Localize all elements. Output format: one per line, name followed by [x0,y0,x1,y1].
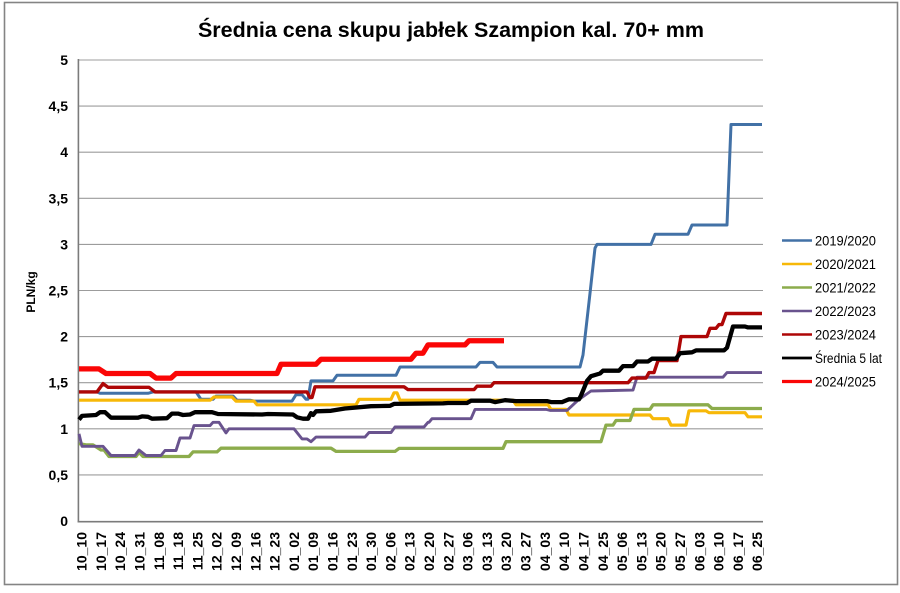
svg-text:02_13: 02_13 [402,532,418,571]
svg-text:11_08: 11_08 [151,532,167,570]
svg-text:0: 0 [60,513,68,529]
svg-text:11_25: 11_25 [189,532,205,570]
svg-text:03_06: 03_06 [460,532,476,571]
svg-text:Średnia 5 lat: Średnia 5 lat [815,351,882,366]
svg-text:3,5: 3,5 [49,190,69,206]
svg-text:12_16: 12_16 [247,532,263,571]
svg-text:03_20: 03_20 [498,532,514,571]
svg-text:5: 5 [60,52,68,68]
svg-text:01_09: 01_09 [305,532,321,571]
svg-text:05_06: 05_06 [614,532,630,571]
svg-text:3: 3 [60,236,68,252]
svg-text:10_31: 10_31 [132,532,148,571]
svg-text:06_10: 06_10 [711,532,727,571]
svg-text:Średnia cena skupu jabłek Szam: Średnia cena skupu jabłek Szampion kal. … [198,17,704,42]
svg-text:2,5: 2,5 [49,283,69,299]
svg-text:2022/2023: 2022/2023 [815,304,876,319]
svg-text:2019/2020: 2019/2020 [815,234,876,249]
svg-text:PLN/kg: PLN/kg [24,271,38,312]
svg-text:04_10: 04_10 [556,532,572,571]
svg-text:12_23: 12_23 [267,532,283,571]
svg-text:0,5: 0,5 [49,467,69,483]
svg-text:05_27: 05_27 [672,532,688,571]
svg-text:2020/2021: 2020/2021 [815,257,876,272]
svg-text:4,5: 4,5 [49,98,69,114]
svg-text:01_30: 01_30 [363,532,379,571]
svg-text:4: 4 [60,144,68,160]
svg-text:2021/2022: 2021/2022 [815,281,876,296]
svg-text:04_03: 04_03 [537,532,553,571]
svg-text:12_09: 12_09 [228,532,244,571]
svg-text:1: 1 [60,421,68,437]
svg-text:03_27: 03_27 [518,532,534,571]
svg-text:01_02: 01_02 [286,532,302,571]
svg-text:1,5: 1,5 [49,375,69,391]
svg-text:10_24: 10_24 [112,532,128,571]
svg-text:12_02: 12_02 [209,532,225,571]
svg-text:05_20: 05_20 [653,532,669,571]
svg-text:04_17: 04_17 [576,532,592,571]
svg-text:04_25: 04_25 [595,532,611,571]
svg-text:02_06: 02_06 [382,532,398,571]
svg-text:03_13: 03_13 [479,532,495,571]
svg-text:01_16: 01_16 [325,532,341,571]
svg-text:06_03: 06_03 [691,532,707,571]
svg-text:02_20: 02_20 [421,532,437,571]
svg-text:10_17: 10_17 [93,532,109,571]
svg-text:11_18: 11_18 [170,532,186,570]
svg-text:05_13: 05_13 [633,532,649,571]
svg-text:2023/2024: 2023/2024 [815,328,876,343]
svg-text:01_23: 01_23 [344,532,360,571]
svg-text:2: 2 [60,329,68,345]
svg-text:06_17: 06_17 [730,532,746,571]
svg-text:06_25: 06_25 [749,532,765,571]
svg-text:10_10: 10_10 [74,532,90,571]
svg-text:02_27: 02_27 [440,532,456,571]
svg-text:2024/2025: 2024/2025 [815,375,876,390]
